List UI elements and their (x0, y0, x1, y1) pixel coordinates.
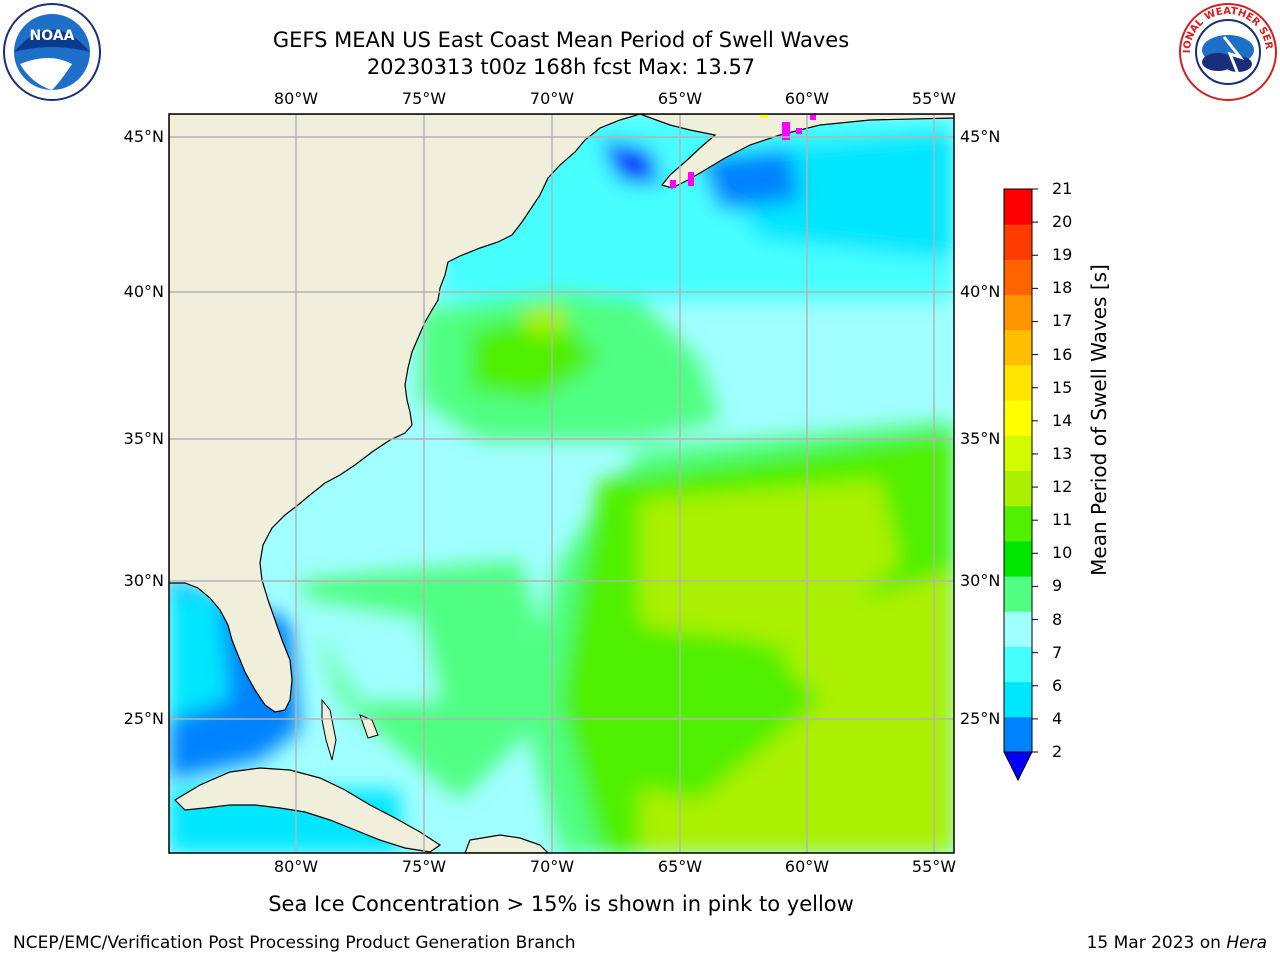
colorbar-tick-label: 17 (1052, 311, 1073, 331)
chart-subtitle: 20230313 t00z 168h fcst Max: 13.57 (366, 55, 756, 79)
colorbar-tick-label: 10 (1052, 543, 1073, 563)
map-panel (169, 114, 954, 853)
colorbar-swatch (1004, 294, 1032, 331)
colorbar-under-triangle (1003, 751, 1033, 782)
graticule (169, 114, 954, 853)
lat-label-left-45n: 45°N (123, 127, 164, 146)
footer-date: 15 Mar 2023 on Hera (1087, 932, 1267, 954)
lat-label-right-45n: 45°N (960, 127, 1001, 146)
colorbar-swatch (1004, 646, 1032, 683)
land-cuba (174, 767, 442, 853)
sea-ice-pixel (670, 180, 676, 188)
lon-label-bottom-60w: 60°W (784, 857, 830, 876)
colorbar-tick-label: 19 (1052, 245, 1073, 265)
colorbar-tick-label: 4 (1052, 708, 1063, 728)
colorbar-frame (1003, 188, 1033, 753)
land-north-america (169, 114, 641, 713)
colorbar-swatch (1004, 681, 1032, 718)
lon-label-top-65w: 65°W (657, 89, 703, 108)
colorbar-tick-label: 14 (1052, 410, 1073, 430)
lon-label-top-80w: 80°W (273, 89, 319, 108)
colorbar-swatch (1004, 505, 1032, 542)
field-north-blue (700, 150, 800, 210)
lon-label-bottom-75w: 75°W (401, 857, 447, 876)
colorbar-tick-label: 13 (1052, 443, 1073, 463)
colorbar-swatch (1004, 224, 1032, 260)
field-east-lime-lower (580, 620, 820, 800)
colorbar-tick-label: 7 (1052, 642, 1063, 662)
colorbar-tick-label: 20 (1052, 212, 1073, 232)
field-gulf-cyan (169, 590, 230, 720)
field-gulf-stream-peak (520, 305, 570, 335)
colorbar-tick-label: 16 (1052, 344, 1073, 364)
lat-label-left-40n: 40°N (123, 282, 164, 301)
colorbar-tick-label: 21 (1052, 179, 1073, 198)
colorbar-swatch (1004, 470, 1032, 507)
colorbar-tick-label: 15 (1052, 377, 1073, 397)
lat-label-left-30n: 30°N (123, 571, 164, 590)
colorbar-swatch (1004, 540, 1032, 577)
lon-label-top-75w: 75°W (401, 89, 447, 108)
sea-ice-pixel (688, 172, 694, 186)
lat-label-right-35n: 35°N (960, 429, 1001, 448)
footer-credit: NCEP/EMC/Verification Post Processing Pr… (13, 933, 576, 953)
colorbar-swatch (1004, 189, 1032, 225)
land-hispaniola (464, 834, 549, 853)
colorbar-swatch (1004, 259, 1032, 296)
colorbar-swatch (1004, 329, 1032, 366)
field-southwest-light (300, 600, 440, 700)
lon-label-bottom-65w: 65°W (657, 857, 703, 876)
colorbar-tick-label: 11 (1052, 510, 1073, 530)
sea-ice-pixel (782, 122, 790, 140)
colorbar-tick-label: 18 (1052, 278, 1073, 298)
swell-period-field (169, 114, 954, 853)
footer-date-text: 15 Mar 2023 on (1086, 933, 1227, 953)
field-gulf-stream-bright (470, 310, 600, 400)
colorbar-tick-label: 9 (1052, 576, 1063, 596)
colorbar-tick-label: 8 (1052, 609, 1063, 629)
colorbar-tick-label: 6 (1052, 675, 1063, 695)
land-bahamas (321, 698, 337, 761)
lon-label-bottom-55w: 55°W (911, 857, 957, 876)
lat-label-left-25n: 25°N (123, 709, 164, 728)
colorbar-swatch (1004, 435, 1032, 471)
field-bay-of-fundy (600, 140, 660, 185)
colorbar (1003, 188, 1038, 782)
lat-label-right-40n: 40°N (960, 282, 1001, 301)
national-weather-service-logo: NATIONAL WEATHER SERVICE (1178, 2, 1277, 101)
lon-label-bottom-80w: 80°W (273, 857, 319, 876)
sea-ice-pixel (810, 114, 816, 120)
colorbar-swatch (1004, 400, 1032, 436)
colorbar-label-text: Mean Period of Swell Waves [s] (1087, 264, 1111, 576)
sea-ice-pixel (760, 114, 768, 118)
colorbar-swatch (1004, 364, 1032, 401)
lon-label-bottom-70w: 70°W (529, 857, 575, 876)
chart-title: GEFS MEAN US East Coast Mean Period of S… (272, 28, 850, 52)
sea-ice-note: Sea Ice Concentration > 15% is shown in … (268, 892, 854, 916)
map-frame (168, 113, 955, 854)
colorbar-swatch (1004, 611, 1032, 647)
noaa-logo-text: NOAA (30, 28, 75, 44)
colorbar-swatch (1004, 576, 1032, 612)
lon-label-top-55w: 55°W (911, 89, 957, 108)
lon-label-top-60w: 60°W (784, 89, 830, 108)
colorbar-tick-label: 12 (1052, 477, 1073, 497)
lat-label-right-30n: 30°N (960, 571, 1001, 590)
sea-ice-pixel (796, 128, 802, 134)
lat-label-right-25n: 25°N (960, 709, 1001, 728)
colorbar-swatch (1004, 716, 1032, 753)
noaa-logo: NOAA (3, 3, 101, 101)
colorbar-tick-label: 2 (1052, 742, 1063, 761)
sea-ice-pixels (670, 114, 816, 188)
lat-label-left-35n: 35°N (123, 429, 164, 448)
lon-label-top-70w: 70°W (529, 89, 575, 108)
footer-machine-name: Hera (1226, 933, 1267, 953)
